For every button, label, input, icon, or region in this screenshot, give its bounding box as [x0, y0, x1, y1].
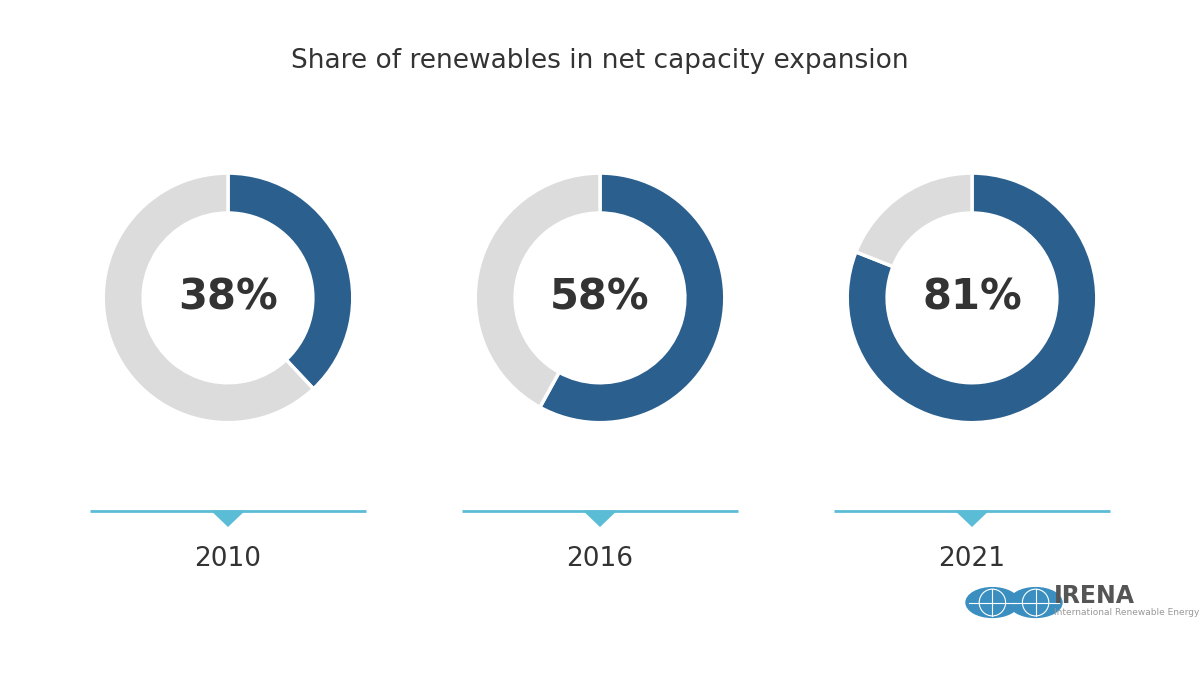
Polygon shape [956, 511, 988, 526]
Wedge shape [856, 173, 972, 267]
Polygon shape [212, 511, 244, 526]
Text: IRENA: IRENA [1054, 584, 1135, 608]
Text: 2021: 2021 [938, 546, 1006, 571]
Circle shape [966, 588, 1019, 617]
Text: 2010: 2010 [194, 546, 262, 571]
Wedge shape [847, 173, 1097, 422]
Text: 2016: 2016 [566, 546, 634, 571]
Text: Share of renewables in net capacity expansion: Share of renewables in net capacity expa… [292, 48, 908, 74]
Wedge shape [103, 173, 313, 422]
Text: 58%: 58% [550, 277, 650, 319]
Text: International Renewable Energy Agency: International Renewable Energy Agency [1054, 608, 1200, 617]
Wedge shape [540, 173, 725, 422]
Wedge shape [475, 173, 600, 408]
Text: 38%: 38% [178, 277, 278, 319]
Circle shape [1009, 588, 1062, 617]
Wedge shape [228, 173, 353, 389]
Text: 81%: 81% [922, 277, 1022, 319]
Polygon shape [584, 511, 616, 526]
